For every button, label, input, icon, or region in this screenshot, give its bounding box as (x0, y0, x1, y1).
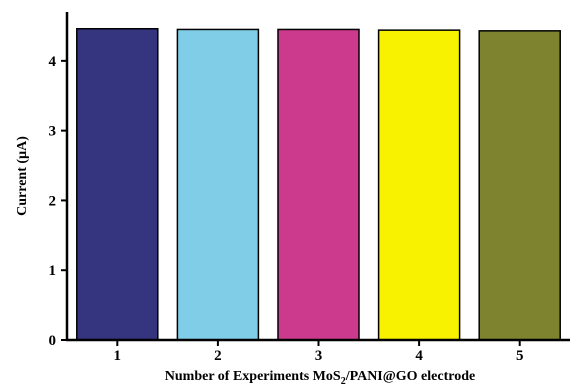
bars-group (76, 27, 561, 341)
y-tick-label-3: 3 (49, 124, 57, 140)
x-tick-label-1: 1 (114, 348, 122, 364)
y-tick-label-2: 2 (49, 193, 57, 209)
y-tick-label-1: 1 (49, 263, 57, 279)
y-ticks-group: 0 1 2 3 4 (49, 54, 67, 349)
bar-3 (277, 28, 360, 341)
bar-4 (377, 29, 461, 341)
x-axis-title-suffix: /PANI@GO electrode (345, 369, 476, 384)
y-tick-label-4: 4 (49, 54, 57, 70)
x-tick-label-3: 3 (315, 348, 323, 364)
y-axis-title: Current (µA) (15, 136, 30, 216)
bar-1 (76, 27, 159, 341)
x-axis-title-prefix: Number of Experiments MoS (165, 369, 341, 384)
x-axis-title-subscript: 2 (341, 376, 346, 386)
x-tick-label-5: 5 (516, 348, 524, 364)
x-tick-label-4: 4 (415, 348, 423, 364)
bar-2 (176, 28, 260, 341)
bar-5 (478, 30, 561, 341)
x-ticks-group: 1 2 3 4 5 (114, 340, 524, 364)
y-tick-label-0: 0 (49, 333, 57, 349)
x-axis-title: Number of Experiments MoS2/PANI@GO elect… (165, 369, 475, 386)
x-tick-label-2: 2 (214, 348, 222, 364)
